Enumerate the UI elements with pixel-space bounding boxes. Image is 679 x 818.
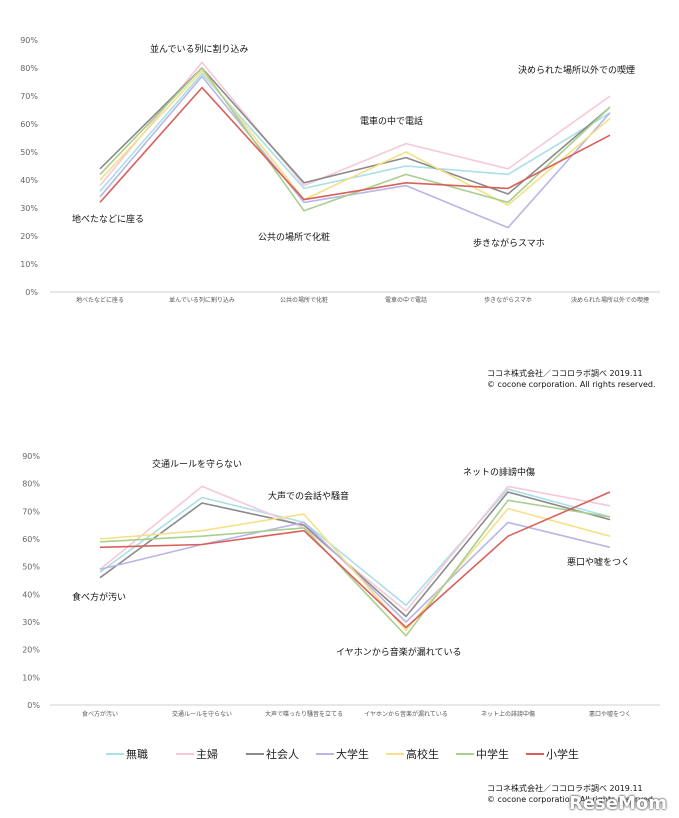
x-tick-label: 公共の場所で化粧 [280, 296, 328, 304]
series-line-無職 [99, 72, 611, 192]
series-line-小学生 [99, 491, 611, 629]
series-line-中学生 [99, 67, 611, 212]
annotation-label: 並んでいる列に割り込み [150, 43, 249, 55]
y-tick-label: 40% [22, 590, 40, 599]
credit-2-line2: © cocone corporation. All rights reserve… [487, 795, 656, 804]
y-tick-label: 80% [22, 480, 40, 489]
y-tick-label: 50% [22, 563, 40, 572]
chart-1: 0%10%20%30%40%50%60%70%80%90%地べたなどに座る 並んで… [20, 36, 660, 304]
watermark-logo: ReseMom [568, 793, 667, 814]
chart-2: 0%10%20%30%40%50%60%70%80%90%食べ方が汚い 交通ルール… [22, 452, 660, 718]
x-tick-label: 並んでいる列に割り込み [169, 296, 235, 304]
y-tick-label: 10% [20, 260, 38, 269]
legend-label-大学生: 大学生 [336, 747, 369, 761]
y-tick-label: 0% [25, 288, 38, 297]
annotation-label: ネットの誹謗中傷 [463, 466, 535, 478]
credit-2-line1: ココネ株式会社／ココロラボ調べ 2019.11 [487, 784, 643, 793]
x-tick-label: 大声で喋ったり騒音を立てる [265, 710, 343, 718]
y-tick-label: 0% [27, 701, 40, 710]
y-tick-label: 60% [22, 535, 40, 544]
y-tick-label: 30% [22, 618, 40, 627]
annotation-label: 大声での会話や騒音 [268, 490, 349, 502]
legend: 無職 主婦 社会人 大学生 高校生 中学生 小学生 [106, 747, 579, 761]
annotation-label: イヤホンから音楽が漏れている [336, 646, 461, 658]
y-tick-label: 10% [22, 673, 40, 682]
y-tick-label: 50% [20, 148, 38, 157]
y-tick-label: 20% [20, 232, 38, 241]
series-line-主婦 [99, 61, 611, 187]
legend-label-無職: 無職 [126, 747, 148, 761]
y-tick-label: 70% [22, 507, 40, 516]
y-tick-label: 90% [22, 452, 40, 461]
x-tick-label: イヤホンから音楽が漏れている [364, 710, 448, 718]
annotation-label: 公共の場所で化粧 [258, 231, 330, 243]
legend-label-小学生: 小学生 [546, 747, 579, 761]
y-tick-label: 90% [20, 36, 38, 45]
y-tick-label: 70% [20, 92, 38, 101]
annotation-label: 地べたなどに座る [72, 213, 144, 225]
legend-label-主婦: 主婦 [196, 747, 218, 761]
y-tick-label: 20% [22, 646, 40, 655]
x-tick-label: 交通ルールを守らない [172, 710, 232, 718]
series-line-高校生 [99, 507, 611, 632]
legend-label-社会人: 社会人 [266, 747, 299, 761]
y-tick-label: 40% [20, 176, 38, 185]
series-line-社会人 [99, 491, 611, 618]
credit-1-line2: © cocone corporation. All rights reserve… [487, 380, 656, 389]
annotation-label: 決められた場所以外での喫煙 [518, 64, 635, 76]
credit-1-line1: ココネ株式会社／ココロラボ調べ 2019.11 [487, 369, 643, 378]
credit-2: ココネ株式会社／ココロラボ調べ 2019.11 © cocone corpora… [487, 783, 655, 805]
x-tick-label: 食べ方が汚い [82, 710, 118, 718]
annotation-label: 電車の中で電話 [360, 115, 423, 127]
annotation-label: 食べ方が汚い [72, 591, 126, 603]
x-tick-label: 決められた場所以外での喫煙 [571, 296, 649, 304]
x-tick-label: 地べたなどに座る [76, 296, 124, 304]
annotation-label: 交通ルールを守らない [152, 458, 242, 470]
x-tick-label: ネット上の誹謗中傷 [481, 710, 535, 718]
credit-1: ココネ株式会社／ココロラボ調べ 2019.11 © cocone corpora… [487, 368, 655, 390]
series-line-中学生 [99, 499, 611, 637]
series-line-主婦 [99, 485, 611, 612]
series-line-無職 [99, 488, 611, 607]
series-line-高校生 [99, 70, 611, 206]
legend-label-高校生: 高校生 [406, 747, 439, 761]
x-tick-label: 電車の中で電話 [385, 296, 427, 304]
y-tick-label: 60% [20, 120, 38, 129]
x-tick-label: 悪口や嘘をつく [589, 710, 631, 718]
y-tick-label: 30% [20, 204, 38, 213]
legend-label-中学生: 中学生 [476, 747, 509, 761]
annotation-label: 悪口や嘘をつく [567, 556, 630, 568]
x-tick-label: 歩きながらスマホ [484, 296, 532, 304]
y-tick-label: 80% [20, 64, 38, 73]
annotation-label: 歩きながらスマホ [473, 237, 545, 249]
series-line-小学生 [99, 86, 611, 203]
series-line-大学生 [99, 75, 611, 229]
